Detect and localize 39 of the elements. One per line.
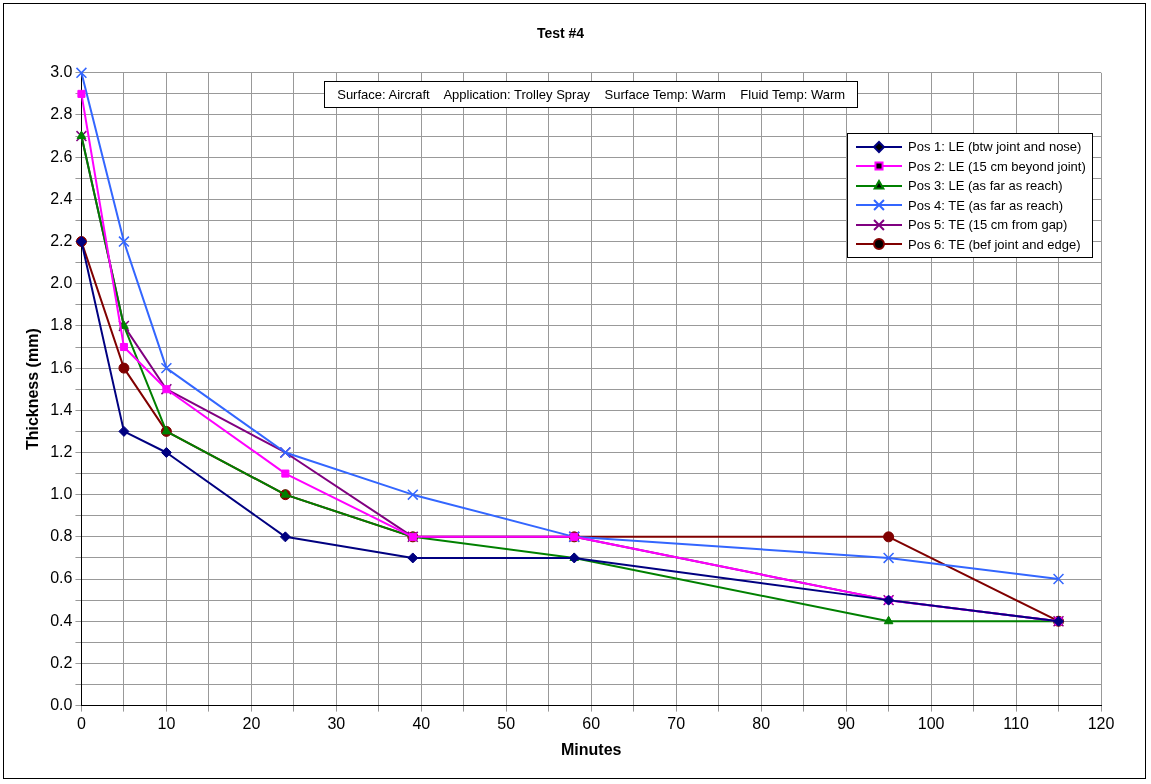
x-tick-label: 50 (497, 714, 516, 732)
y-tick-label: 1.0 (50, 485, 73, 503)
x-tick-label: 20 (242, 714, 261, 732)
x-tick-label: 0 (76, 714, 86, 732)
y-tick-label: 2.6 (50, 147, 73, 165)
chart-title: Test #4 (536, 25, 585, 42)
y-axis-title: Thickness (mm) (24, 328, 42, 451)
x-tick-label: 110 (1003, 714, 1029, 732)
y-tick-label: 2.4 (50, 189, 73, 207)
x-axis-title: Minutes (560, 740, 622, 758)
y-tick-label: 0.6 (50, 569, 73, 587)
x-tick-label: 80 (752, 714, 771, 732)
y-tick-label: 0.0 (50, 696, 73, 714)
x-tick-label: 30 (327, 714, 346, 732)
x-tick-label: 10 (157, 714, 176, 732)
legend-label: Pos 6: TE (bef joint and edge) (908, 236, 1081, 252)
y-tick-label: 2.2 (50, 231, 73, 249)
x-tick-label: 70 (667, 714, 686, 732)
annotation: Surface: Aircraft Application: Trolley Spray Surface Temp: Warm Fluid Temp: Warm (324, 80, 859, 108)
y-tick-label: 0.4 (50, 611, 73, 629)
y-tick-label: 3.0 (50, 63, 73, 81)
y-tick-label: 1.8 (50, 316, 73, 334)
y-tick-label: 2.8 (50, 105, 73, 123)
x-tick-label: 40 (412, 714, 431, 732)
x-tick-label: 120 (1087, 714, 1115, 732)
y-tick-label: 2.0 (50, 274, 73, 292)
legend-label: Pos 3: LE (as far as reach) (908, 178, 1063, 194)
y-tick-label: 0.2 (50, 653, 73, 671)
x-tick-label: 100 (917, 714, 945, 732)
legend-label: Pos 4: TE (as far as reach) (908, 197, 1064, 213)
x-tick-label: 90 (837, 714, 856, 732)
legend-label: Pos 2: LE (15 cm beyond joint) (908, 158, 1086, 174)
x-tick-label: 60 (582, 714, 601, 732)
y-tick-label: 1.4 (50, 400, 73, 418)
legend-label: Pos 5: TE (15 cm from gap) (908, 217, 1068, 233)
y-tick-label: 1.2 (50, 442, 73, 460)
y-tick-label: 1.6 (50, 358, 73, 376)
y-tick-label: 0.8 (50, 527, 73, 545)
legend-label: Pos 1: LE (btw joint and nose) (908, 139, 1082, 155)
